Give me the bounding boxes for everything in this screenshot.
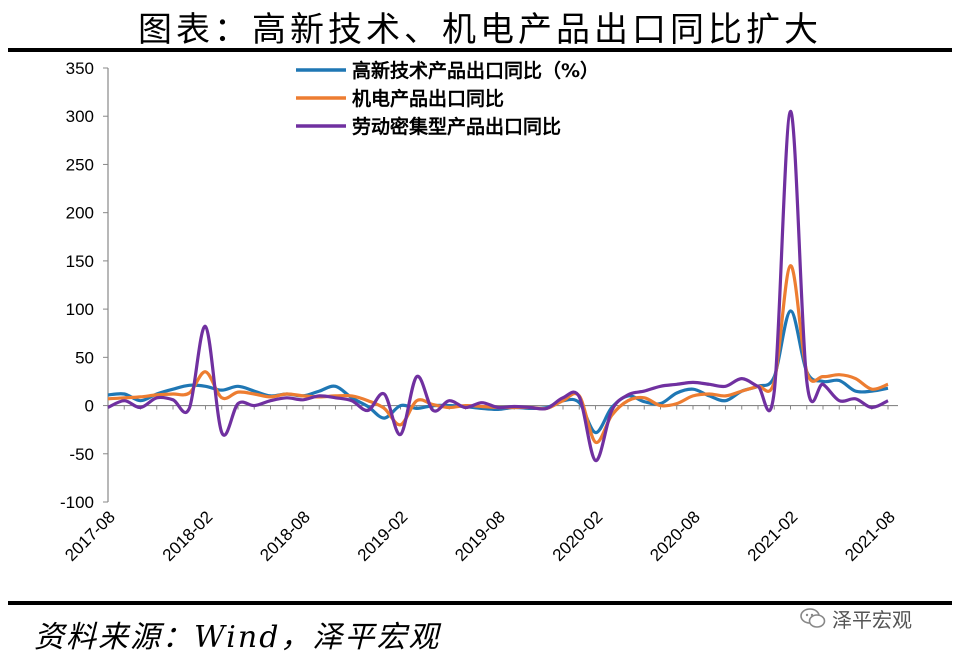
x-tick-label: 2019-02 <box>354 507 412 565</box>
y-tick-label: 250 <box>66 155 94 174</box>
series-line-2 <box>107 264 889 444</box>
wechat-icon <box>800 608 826 628</box>
y-tick-label: -50 <box>69 445 94 464</box>
bottom-rule <box>8 601 952 605</box>
y-tick-label: 350 <box>66 59 94 78</box>
watermark-text: 泽平宏观 <box>832 607 912 632</box>
y-tick-label: 100 <box>66 300 94 319</box>
series-line-3 <box>107 109 889 463</box>
x-tick-label: 2018-02 <box>159 507 217 565</box>
y-tick-label: 200 <box>66 204 94 223</box>
y-tick-label: 300 <box>66 107 94 126</box>
x-tick-label: 2018-08 <box>256 507 314 565</box>
y-tick-label: 50 <box>75 348 94 367</box>
chart-title: 图表：高新技术、机电产品出口同比扩大 <box>138 10 822 50</box>
source-note: 资料来源：Wind，泽平宏观 <box>34 620 441 655</box>
x-axis-ticks: 2017-08 2018-02 2018-08 2019-02 2019-08 2020-… <box>61 405 899 565</box>
top-rule <box>8 48 952 52</box>
x-tick-label: 2020-08 <box>646 507 704 565</box>
legend-label-3: 劳动密集型产品出口同比 <box>352 115 561 138</box>
x-tick-label: 2020-02 <box>549 507 607 565</box>
y-axis-ticks: -100 -50 0 50 100 150 200 250 300 350 <box>60 59 108 512</box>
line-chart: -100 -50 0 50 100 150 200 250 300 350 2017-08 2018… <box>60 59 899 565</box>
y-tick-label: -100 <box>60 493 94 512</box>
legend-label-2: 机电产品出口同比 <box>352 87 504 110</box>
x-tick-label: 2021-02 <box>744 507 802 565</box>
y-tick-label: 0 <box>85 397 94 416</box>
x-tick-label: 2021-08 <box>841 507 899 565</box>
series-lines <box>107 109 889 463</box>
series-line-1 <box>107 309 889 435</box>
x-tick-label: 2017-08 <box>61 507 119 565</box>
y-tick-label: 150 <box>66 252 94 271</box>
legend-label-1: 高新技术产品出口同比（%） <box>352 59 599 82</box>
x-tick-label: 2019-08 <box>451 507 509 565</box>
watermark: 泽平宏观 <box>800 604 950 632</box>
